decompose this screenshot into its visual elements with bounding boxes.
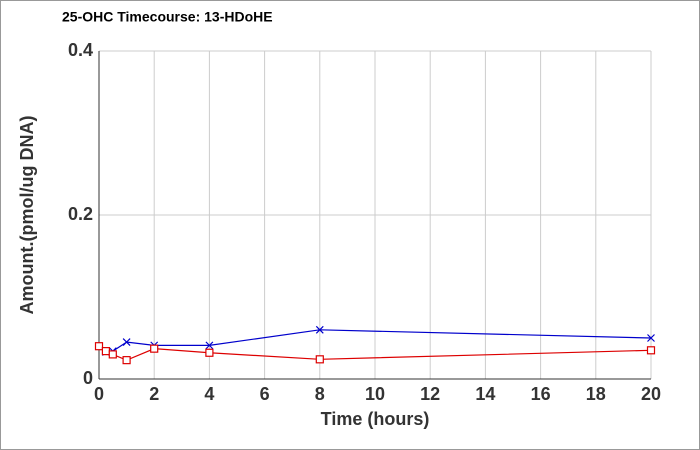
marker [646, 346, 656, 355]
marker [122, 356, 131, 365]
x-axis-label: Time (hours) [321, 409, 430, 429]
x-tick-label: 20 [641, 384, 661, 404]
x-tick-label: 16 [531, 384, 551, 404]
x-tick-label: 2 [149, 384, 159, 404]
x-tick-label: 6 [260, 384, 270, 404]
x-tick-label: 0 [94, 384, 104, 404]
marker [122, 338, 131, 347]
marker [150, 344, 159, 353]
marker [315, 325, 324, 334]
chart-title: 25-OHC Timecourse: 13-HDoHE [62, 9, 273, 25]
x-tick-label: 10 [365, 384, 385, 404]
x-tick-label: 8 [315, 384, 325, 404]
marker [205, 348, 214, 357]
y-axis-label: Amount.(pmol/ug DNA) [17, 116, 37, 315]
x-tick-label: 4 [204, 384, 214, 404]
marker [647, 334, 655, 342]
x-tick-label: 18 [586, 384, 606, 404]
y-tick-label: 0.4 [68, 40, 93, 60]
x-tick-label: 14 [475, 384, 495, 404]
marker [315, 355, 324, 364]
y-tick-label: 0.2 [68, 204, 93, 224]
marker [108, 350, 117, 359]
x-tick-label: 12 [420, 384, 440, 404]
marker [94, 342, 104, 351]
y-tick-label: 0 [83, 368, 93, 388]
marker [101, 347, 111, 356]
marker [205, 341, 214, 350]
